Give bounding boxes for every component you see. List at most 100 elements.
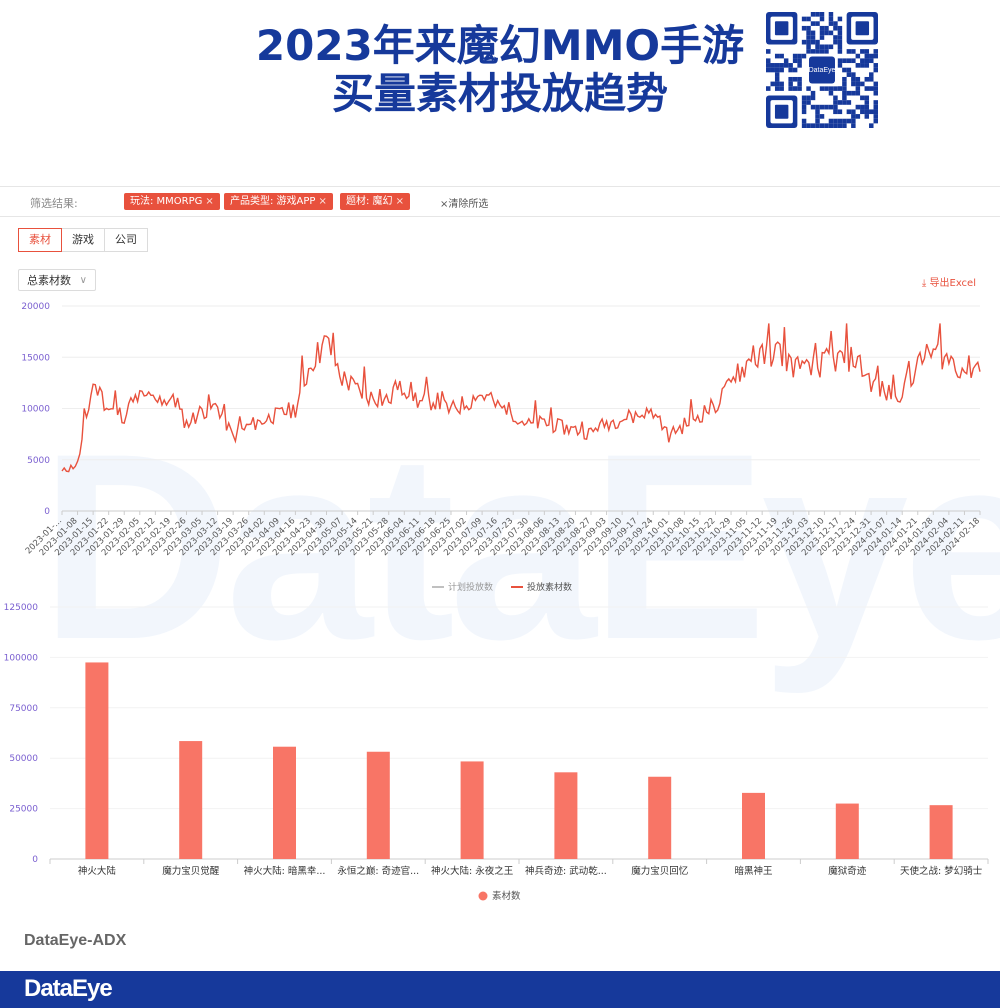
close-icon[interactable]: ×	[318, 196, 327, 207]
bar-chart: 0 25000 50000 75000 100000 125000 神火大陆 魔力宝贝觉醒 神火…	[4, 603, 989, 902]
qr-module	[788, 63, 793, 68]
qr-module	[873, 90, 878, 96]
qr-module	[851, 81, 856, 87]
y-tick-label: 125000	[4, 603, 39, 613]
qr-module	[833, 109, 838, 115]
qr-module	[833, 35, 838, 40]
close-icon[interactable]: ×	[205, 196, 214, 207]
x-tick-label: 天使之战: 梦幻骑士	[900, 865, 983, 877]
bar	[929, 805, 953, 859]
qr-module	[837, 109, 843, 115]
qr-module	[779, 53, 784, 59]
legend-swatch-bar	[478, 891, 488, 901]
qr-module	[770, 63, 775, 68]
qr-finder-core	[774, 104, 789, 119]
qr-module	[855, 76, 861, 82]
qr-module	[810, 30, 816, 36]
qr-module	[860, 49, 865, 54]
qr-module	[815, 39, 820, 45]
qr-module	[851, 114, 856, 119]
x-tick-label: 神兵奇迹: 武动乾...	[525, 865, 607, 877]
y-tick-label: 10000	[21, 405, 50, 415]
tab-material[interactable]: 素材	[18, 228, 62, 252]
x-tick-label: 永恒之巅: 奇迹官...	[337, 865, 419, 877]
qr-module	[824, 49, 829, 54]
qr-module	[851, 49, 856, 54]
close-icon[interactable]: ×	[395, 196, 404, 207]
qr-module	[797, 53, 802, 59]
qr-module	[837, 63, 843, 68]
series-line-materials	[61, 323, 981, 473]
filter-chip-theme[interactable]: 题材: 魔幻 ×	[340, 193, 410, 210]
qr-module	[842, 123, 847, 128]
qr-module	[770, 67, 775, 73]
tab-game[interactable]: 游戏	[61, 228, 105, 252]
qr-module	[766, 58, 771, 64]
qr-module	[819, 44, 825, 50]
bar	[273, 746, 296, 859]
qr-module	[873, 118, 878, 124]
qr-module	[819, 123, 825, 128]
chevron-down-icon: ∨	[79, 275, 87, 286]
qr-module	[806, 100, 811, 105]
qr-module	[873, 104, 878, 110]
qr-module	[864, 104, 870, 110]
bar	[648, 776, 672, 859]
qr-module	[855, 90, 861, 96]
qr-module	[869, 109, 874, 115]
qr-module	[801, 95, 807, 101]
tab-company[interactable]: 公司	[104, 228, 148, 252]
qr-module	[833, 25, 838, 31]
qr-module	[806, 86, 811, 91]
qr-module	[810, 21, 816, 26]
qr-module	[833, 21, 838, 26]
qr-module	[860, 81, 865, 87]
qr-module	[801, 100, 807, 105]
qr-module	[855, 86, 861, 91]
qr-module	[833, 104, 838, 110]
qr-module	[846, 58, 852, 64]
qr-module	[797, 86, 802, 91]
qr-module	[766, 86, 771, 91]
qr-module	[833, 95, 838, 101]
x-tick-label: 神火大陆: 永夜之王	[431, 865, 514, 877]
qr-module	[873, 81, 878, 87]
qr-module	[815, 109, 820, 115]
filter-chip-product-type[interactable]: 产品类型: 游戏APP ×	[224, 193, 333, 210]
qr-module	[792, 58, 798, 64]
qr-module	[837, 118, 843, 124]
qr-module	[806, 49, 811, 54]
qr-module	[819, 86, 825, 91]
qr-module	[770, 81, 775, 87]
qr-module	[833, 123, 838, 128]
qr-module	[819, 104, 825, 110]
qr-module	[860, 58, 865, 64]
qr-module	[810, 95, 816, 101]
qr-module	[801, 16, 807, 22]
bar	[835, 803, 859, 859]
qr-module	[819, 16, 825, 22]
bar	[742, 792, 765, 859]
qr-module	[846, 49, 852, 54]
chip-label: 产品类型: 游戏APP	[230, 196, 316, 207]
line-chart: 050001000015000200002023-01-…2023-01-082…	[21, 302, 982, 593]
chip-label: 玩法: MMORPG	[130, 196, 203, 207]
qr-module	[855, 63, 861, 68]
qr-module	[828, 12, 834, 17]
qr-module	[842, 100, 847, 105]
bar	[366, 751, 390, 859]
qr-module	[797, 76, 802, 82]
export-excel-button[interactable]: ⤓ 导出Excel	[922, 274, 976, 289]
qr-module	[766, 63, 771, 68]
y-tick-label: 15000	[21, 353, 50, 363]
qr-module	[801, 118, 807, 124]
qr-module	[833, 118, 838, 124]
qr-module	[864, 95, 870, 101]
clear-filters-button[interactable]: ×清除所选	[440, 195, 488, 210]
qr-module	[815, 12, 820, 17]
filter-chip-gameplay[interactable]: 玩法: MMORPG ×	[124, 193, 220, 210]
qr-module	[851, 109, 856, 115]
qr-module	[810, 35, 816, 40]
metric-select[interactable]: 总素材数 ∨	[18, 269, 96, 291]
qr-module	[855, 104, 861, 110]
